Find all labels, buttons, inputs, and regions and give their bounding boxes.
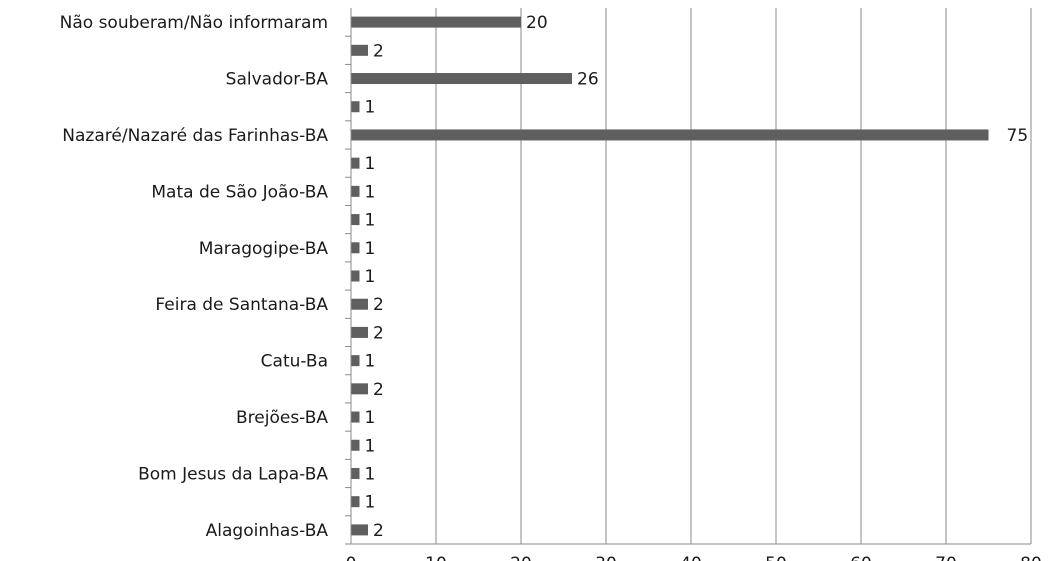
bar [351,242,360,254]
x-tick-label: 80 [1020,554,1042,561]
bar [351,496,360,508]
category-label: Brejões-BA [236,408,328,428]
gridlines [435,8,1032,544]
bar [351,44,368,56]
bar [351,326,368,338]
bar [351,73,572,85]
x-tick-label: 70 [935,554,957,561]
data-label: 1 [365,154,376,174]
category-label: Não souberam/Não informaram [60,13,328,33]
category-label: Bom Jesus da Lapa-BA [138,464,328,484]
data-label: 1 [365,408,376,428]
data-label: 1 [365,464,376,484]
x-tick-label: 10 [425,554,447,561]
data-label: 2 [373,380,384,400]
bar [351,467,360,479]
data-label: 1 [365,352,376,372]
bar [351,524,368,536]
category-label: Salvador-BA [226,70,329,90]
data-label: 2 [373,41,384,61]
bar [351,129,989,141]
data-label: 2 [373,521,384,541]
x-tick-labels: 0 10 20 30 40 50 60 70 80 [346,554,1042,561]
bar [351,185,360,197]
data-label: 75 [1007,126,1029,146]
data-label: 1 [365,239,376,259]
category-label: Feira de Santana-BA [155,295,328,315]
data-label: 1 [365,436,376,456]
data-labels: 2 1 1 1 1 2 1 2 2 1 1 1 1 1 75 1 26 2 20 [365,13,1029,541]
data-label: 1 [365,267,376,287]
bar [351,101,360,113]
bar [351,214,360,226]
bar [351,16,521,28]
category-label: Maragogipe-BA [199,239,329,259]
bar [351,270,360,282]
data-label: 1 [365,493,376,513]
category-label: Mata de São João-BA [151,182,328,202]
x-tick-label: 30 [595,554,617,561]
data-label: 1 [365,182,376,202]
category-labels: Alagoinhas-BA Bom Jesus da Lapa-BA Brejões… [60,13,329,541]
category-label: Nazaré/Nazaré das Farinhas-BA [62,126,328,146]
data-label: 1 [365,211,376,231]
bar [351,157,360,169]
x-tick-label: 20 [510,554,532,561]
bar [351,439,360,451]
data-label: 20 [526,13,548,33]
bar [351,383,368,395]
data-label: 2 [373,323,384,343]
x-tick-label: 0 [346,554,357,561]
category-label: Alagoinhas-BA [206,521,329,541]
bar [351,411,360,423]
x-tick-label: 50 [765,554,787,561]
data-label: 1 [365,98,376,118]
data-label: 26 [577,70,599,90]
x-tick-label: 60 [850,554,872,561]
x-tick-label: 40 [680,554,702,561]
bar [351,355,360,367]
axes [345,8,1031,545]
bars [351,16,989,536]
bar [351,298,368,310]
data-label: 2 [373,295,384,315]
category-label: Catu-Ba [261,352,328,372]
